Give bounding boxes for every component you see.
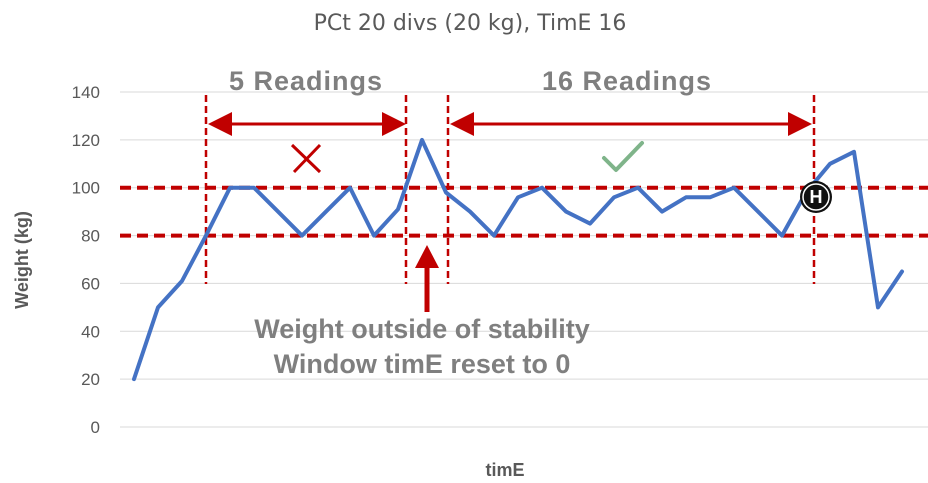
y-tick-label: 40 xyxy=(81,322,100,341)
window2-label: 16 Readings xyxy=(542,66,712,96)
data-point xyxy=(901,270,903,272)
data-point xyxy=(589,223,591,225)
data-point xyxy=(205,235,207,237)
data-point xyxy=(613,196,615,198)
data-point xyxy=(133,378,135,380)
data-point xyxy=(877,306,879,308)
y-tick-label: 20 xyxy=(81,370,100,389)
h-marker-label: H xyxy=(810,187,823,207)
data-point xyxy=(421,139,423,141)
data-point xyxy=(853,151,855,153)
data-point xyxy=(757,211,759,213)
data-point xyxy=(253,187,255,189)
data-points xyxy=(133,139,903,380)
data-point xyxy=(541,187,543,189)
data-point xyxy=(373,235,375,237)
data-point xyxy=(493,235,495,237)
y-tick-label: 100 xyxy=(72,179,100,198)
data-point xyxy=(277,211,279,213)
data-point xyxy=(301,235,303,237)
annotation-note-line2: Window timE reset to 0 xyxy=(274,349,571,379)
y-tick-label: 60 xyxy=(81,274,100,293)
stability-band-lines xyxy=(120,185,928,238)
data-point xyxy=(445,192,447,193)
data-point xyxy=(829,163,831,165)
data-point xyxy=(709,196,711,198)
h-marker: H xyxy=(800,181,832,213)
data-point xyxy=(349,187,351,189)
y-tick-labels: 0 20 40 60 80 100 120 140 xyxy=(72,83,100,437)
fail-x-icon xyxy=(290,143,322,174)
data-point xyxy=(637,187,639,189)
window1-label: 5 Readings xyxy=(229,66,383,96)
data-point xyxy=(565,211,567,213)
data-point xyxy=(325,211,327,213)
x-axis-label: timE xyxy=(485,460,524,480)
data-point xyxy=(781,235,783,237)
data-point xyxy=(685,196,687,198)
data-point xyxy=(733,187,735,189)
data-point xyxy=(157,306,159,308)
data-point xyxy=(181,280,183,282)
annotation-note-line1: Weight outside of stability xyxy=(254,314,590,344)
y-tick-label: 140 xyxy=(72,83,100,102)
reset-pointer-arrow xyxy=(415,245,439,312)
data-point xyxy=(661,211,663,213)
data-point xyxy=(397,208,399,210)
data-point xyxy=(469,211,471,213)
data-point xyxy=(517,196,519,198)
data-point xyxy=(229,187,231,189)
y-tick-label: 120 xyxy=(72,131,100,150)
y-tick-label: 80 xyxy=(81,227,100,246)
y-tick-label: 0 xyxy=(91,418,100,437)
chart-title: PCt 20 divs (20 kg), TimE 16 xyxy=(314,11,627,36)
y-axis-label: Weight (kg) xyxy=(12,211,32,309)
pass-check-icon xyxy=(602,141,644,172)
